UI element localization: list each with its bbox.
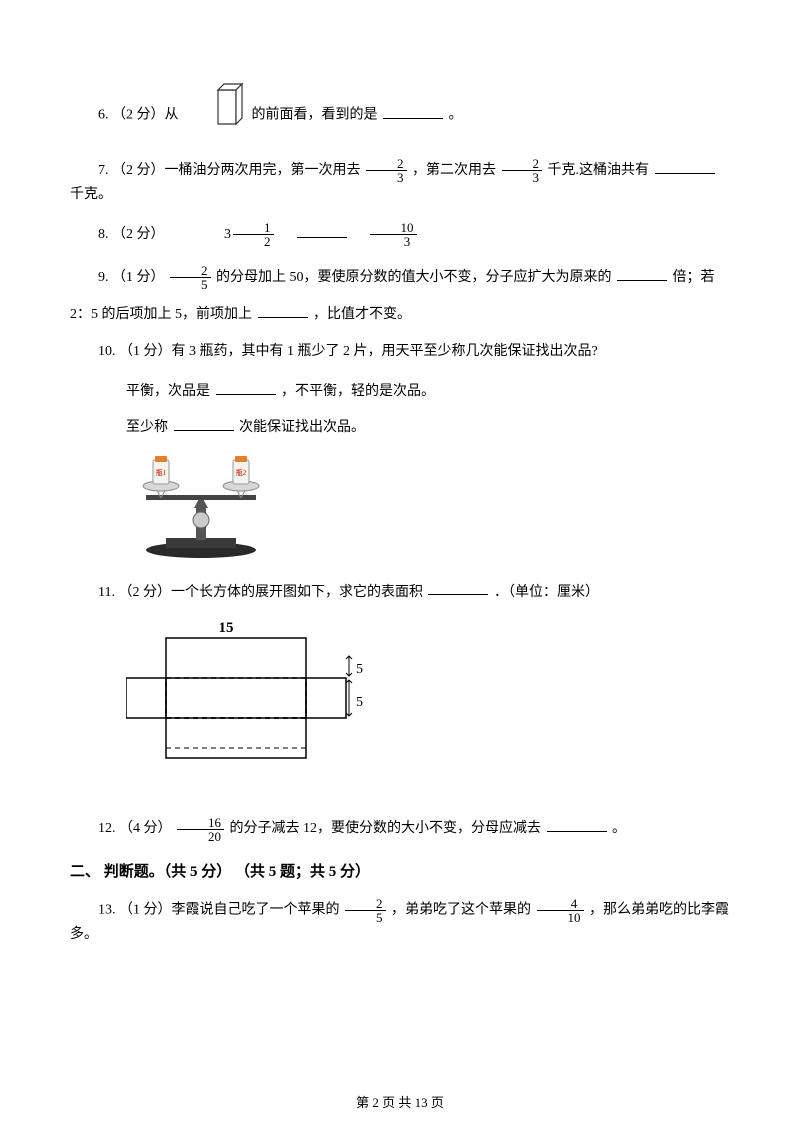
blank-field[interactable]: [547, 815, 607, 832]
q6-prefix: 6. （2 分）从: [98, 108, 179, 123]
balance-scale-image: 瓶1 瓶2: [126, 450, 730, 567]
blank-field[interactable]: [258, 301, 308, 318]
question-13: 13. （1 分）李霞说自己吃了一个苹果的 2 5 ，弟弟吃了这个苹果的 4 1…: [70, 897, 730, 945]
page-footer: 第 2 页 共 13 页: [0, 1093, 800, 1113]
question-7: 7. （2 分）一桶油分两次用完，第一次用去 2 3 ，第二次用去 2 3 千克…: [70, 157, 730, 205]
q10-sub2: 至少称 次能保证找出次品。: [126, 414, 730, 438]
bottle-2-label: 瓶2: [236, 468, 247, 477]
blank-field[interactable]: [655, 157, 715, 174]
question-12: 12. （4 分） 16 20 的分子减去 12，要使分数的大小不变，分母应减去…: [70, 815, 730, 842]
section-2-heading: 二、 判断题。（共 5 分） （共 5 题；共 5 分）: [70, 861, 730, 884]
cuboid-net-image: 15 5 5: [126, 618, 730, 795]
q7-b: ，第二次用去: [412, 163, 500, 178]
q7-c: 千克.这桶油共有: [548, 163, 650, 178]
dim-label-5a: 5: [356, 662, 363, 677]
q11-b: ．（单位：厘米）: [494, 584, 599, 599]
question-10: 10. （1 分）有 3 瓶药，其中有 1 瓶少了 2 片，用天平至少称几次能保…: [70, 341, 730, 362]
question-9: 9. （1 分） 2 5 的分母加上 50，要使原分数的值大小不变，分子应扩大为…: [70, 264, 730, 291]
fraction-16-20: 16 20: [177, 816, 224, 843]
q6-text-b: 。: [449, 108, 463, 123]
blank-field[interactable]: [428, 579, 488, 596]
q9-l2a: 2：5 的后项加上 5，前项加上: [70, 307, 252, 322]
q11-a: 11. （2 分）一个长方体的展开图如下，求它的表面积: [98, 584, 423, 599]
fraction-10-3: 10 3: [370, 221, 417, 248]
q12-c: 。: [612, 821, 626, 836]
fraction-2-3: 2 3: [502, 157, 543, 184]
dim-label-15: 15: [219, 620, 234, 636]
q8-a: 8. （2 分）: [98, 227, 165, 242]
bottle-1-label: 瓶1: [156, 468, 167, 477]
fraction-2-5: 2 5: [170, 264, 211, 291]
q9-l2b: ，比值才不变。: [313, 307, 411, 322]
q12-a: 12. （4 分）: [98, 821, 172, 836]
fraction-2-3: 2 3: [366, 157, 407, 184]
q12-b: 的分子减去 12，要使分数的大小不变，分母应减去: [230, 821, 542, 836]
mixed-number: 3 1 2: [168, 221, 276, 248]
dim-label-5b: 5: [356, 695, 363, 710]
q10-main: 10. （1 分）有 3 瓶药，其中有 1 瓶少了 2 片，用天平至少称几次能保…: [98, 344, 598, 359]
blank-field[interactable]: [216, 378, 276, 395]
question-11: 11. （2 分）一个长方体的展开图如下，求它的表面积 ．（单位：厘米）: [70, 579, 730, 603]
q6-text-a: 的前面看，看到的是: [252, 108, 378, 123]
blank-field[interactable]: [383, 102, 443, 119]
q9-a: 9. （1 分）: [98, 270, 165, 285]
q7-d: 千克。: [70, 187, 112, 202]
q10-sub1: 平衡，次品是 ，不平衡，轻的是次品。: [126, 378, 730, 402]
q9-c: 倍；若: [673, 270, 715, 285]
question-6: 6. （2 分）从 的前面看，看到的是 。: [70, 90, 730, 141]
q13-b: ，弟弟吃了这个苹果的: [391, 903, 535, 918]
cuboid-icon: [186, 82, 244, 133]
q7-a: 7. （2 分）一桶油分两次用完，第一次用去: [98, 163, 364, 178]
blank-field[interactable]: [617, 264, 667, 281]
blank-field[interactable]: [297, 221, 347, 238]
q9-b: 的分母加上 50，要使原分数的值大小不变，分子应扩大为原来的: [216, 270, 612, 285]
fraction-2-5: 2 5: [345, 897, 386, 924]
question-9-line2: 2：5 的后项加上 5，前项加上 ，比值才不变。: [70, 301, 730, 325]
fraction-4-10: 4 10: [537, 897, 584, 924]
question-8: 8. （2 分） 3 1 2 10 3: [70, 221, 730, 248]
q13-a: 13. （1 分）李霞说自己吃了一个苹果的: [98, 903, 343, 918]
blank-field[interactable]: [174, 414, 234, 431]
